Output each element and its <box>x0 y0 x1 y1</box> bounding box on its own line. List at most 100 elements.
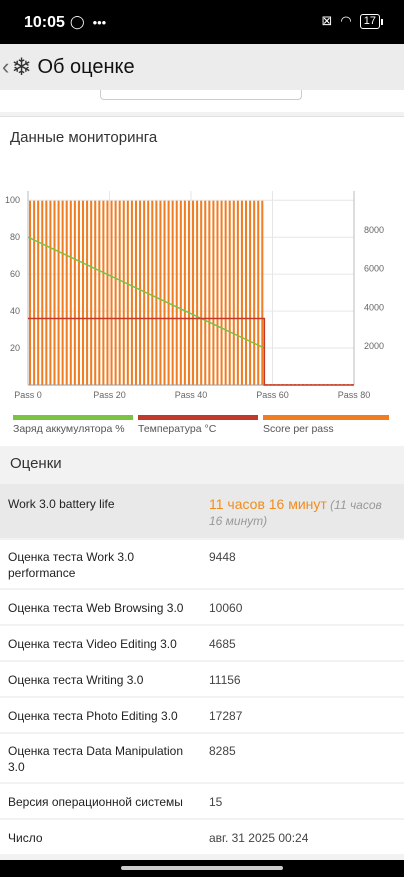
y-left-tick-label: 60 <box>10 269 20 279</box>
score-bar <box>220 200 223 385</box>
score-bar <box>257 200 260 385</box>
previous-card-stub <box>0 90 404 112</box>
score-bar <box>33 200 36 385</box>
battery-icon: 17 <box>359 13 384 29</box>
score-row-battery-life: Work 3.0 battery life 11 часов 16 минут … <box>0 484 404 540</box>
score-bar <box>183 200 186 385</box>
score-bar <box>29 200 32 385</box>
y-right-tick-label: 6000 <box>364 264 384 274</box>
x-tick-label: Pass 80 <box>338 390 371 400</box>
legend-temperature: Температура °C <box>138 415 258 435</box>
monitoring-card: Данные мониторинга 20 40 60 80 100 2000 4000 60… <box>0 116 404 446</box>
score-bar <box>208 200 211 385</box>
score-bar <box>65 200 68 385</box>
score-bar <box>69 200 72 385</box>
score-bar <box>61 200 64 385</box>
score-bar <box>126 200 129 385</box>
score-bar <box>130 200 133 385</box>
score-row: Оценка теста Writing 3.0 11156 <box>0 662 404 698</box>
score-bar <box>175 200 178 385</box>
score-bar <box>118 200 121 385</box>
score-bar <box>49 200 52 385</box>
temperature-line <box>28 317 354 386</box>
score-row: Оценка теста Work 3.0 performance 9448 <box>0 540 404 590</box>
wifi-icon: ◠ <box>340 13 352 28</box>
page-title: Об оценке <box>37 55 135 78</box>
scores-list: Work 3.0 battery life 11 часов 16 минут … <box>0 484 404 856</box>
score-bar <box>73 200 76 385</box>
score-bar <box>41 200 44 385</box>
score-bar <box>261 200 264 385</box>
legend-score: Score per pass <box>263 415 389 435</box>
score-bar <box>240 200 243 385</box>
score-row: Число авг. 31 2025 00:24 <box>0 820 404 856</box>
score-bar <box>228 200 231 385</box>
score-bar <box>77 200 80 385</box>
score-bar <box>110 200 113 385</box>
score-bar <box>94 200 97 385</box>
more-dots-icon: ••• <box>92 14 107 30</box>
score-row: Оценка теста Web Browsing 3.0 10060 <box>0 590 404 626</box>
score-row: Оценка теста Video Editing 3.0 4685 <box>0 626 404 662</box>
score-bar <box>143 200 146 385</box>
score-bar <box>57 200 60 385</box>
y-right-tick-label: 2000 <box>364 341 384 351</box>
snowflake-icon: ❄ <box>11 53 32 81</box>
score-bar <box>53 200 56 385</box>
score-bar <box>232 200 235 385</box>
score-bar <box>192 200 195 385</box>
score-bar <box>155 200 158 385</box>
chevron-left-icon[interactable]: ‹ <box>2 54 10 79</box>
score-bar <box>102 200 105 385</box>
app-bar: ‹ ❄ Об оценке <box>0 44 404 90</box>
score-bar <box>204 200 207 385</box>
score-bar <box>249 200 252 385</box>
score-row: Оценка теста Photo Editing 3.0 17287 <box>0 698 404 734</box>
score-bar <box>122 200 125 385</box>
score-bar <box>216 200 219 385</box>
y-left-tick-label: 100 <box>5 195 20 205</box>
score-row: Версия операционной системы 15 <box>0 784 404 820</box>
score-bar <box>224 200 227 385</box>
score-bar <box>236 200 239 385</box>
score-bar <box>90 200 93 385</box>
battery-life-value-extra: (11 часов 16 минут) <box>209 498 382 528</box>
monitoring-title: Данные мониторинга <box>10 129 158 146</box>
score-bar <box>139 200 142 385</box>
scores-title: Оценки <box>10 455 62 472</box>
score-bar <box>163 200 166 385</box>
y-right-tick-label: 4000 <box>364 302 384 312</box>
score-bar <box>81 200 85 385</box>
score-bar <box>106 200 109 385</box>
battery-line <box>27 236 265 349</box>
y-left-tick-label: 20 <box>10 343 20 353</box>
status-time: 10:05 <box>24 14 65 31</box>
score-bar <box>37 200 40 385</box>
x-tick-label: Pass 40 <box>175 390 208 400</box>
x-tick-label: Pass 20 <box>93 390 126 400</box>
status-bar: 10:05 ◯ ••• ⊠ ◠ 17 <box>0 0 404 44</box>
score-bar <box>253 200 256 385</box>
score-bar <box>244 200 248 385</box>
score-bar <box>134 200 138 385</box>
silent-mode-icon: ⊠ <box>321 13 333 28</box>
score-bar <box>151 200 154 385</box>
score-row: Оценка теста Data Manipulation 3.0 8285 <box>0 734 404 784</box>
chat-bubble-icon: ◯ <box>70 14 85 29</box>
score-bar <box>86 200 89 385</box>
y-right-tick-label: 8000 <box>364 225 384 235</box>
score-bar <box>179 200 182 385</box>
x-tick-label: Pass 0 <box>14 390 42 400</box>
home-gesture-pill[interactable] <box>121 866 283 870</box>
y-left-tick-label: 40 <box>10 306 20 316</box>
x-tick-label: Pass 60 <box>256 390 289 400</box>
score-bar <box>45 200 48 385</box>
score-bar <box>98 200 101 385</box>
legend-battery: Заряд аккумулятора % <box>13 415 133 435</box>
score-bar <box>114 200 117 385</box>
score-bar <box>200 200 203 385</box>
score-bar <box>167 200 170 385</box>
score-bar <box>212 200 215 385</box>
monitoring-chart: 20 40 60 80 100 2000 4000 6000 8000 Pass 0 Pass 20… <box>5 191 384 400</box>
score-bar <box>187 200 190 385</box>
